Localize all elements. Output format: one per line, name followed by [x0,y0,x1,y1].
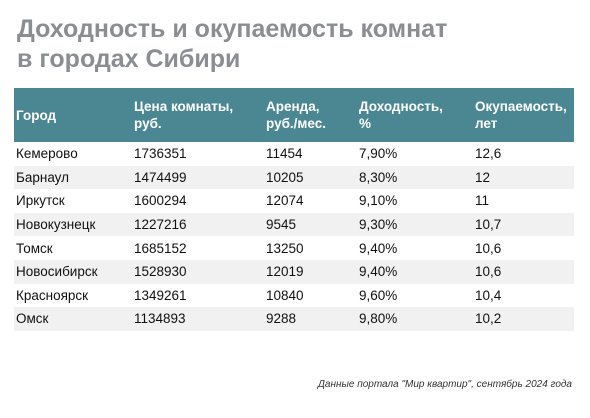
payback-cell: 12,6 [475,146,502,162]
city-cell: Новосибирск [16,264,98,280]
header-text: Доходность, [359,99,443,114]
yield-cell: 8,30% [359,169,398,185]
yield-cell: 9,30% [359,217,398,233]
yield-cell: 9,60% [359,287,398,303]
room-price-cell: 1600294 [134,193,187,209]
city-cell: Новокузнецк [16,217,96,233]
city-cell: Барнаул [16,169,70,185]
room-price-cell: 1685152 [134,240,187,256]
header-rent: Аренда, руб./мес. [264,88,357,142]
rent-cell: 12074 [266,193,304,209]
room-price-cell: 1349261 [134,287,187,303]
table-row: Томск 1685152 13250 9,40% 10,6 [14,236,574,260]
rent-cell: 10205 [266,169,304,185]
source-note: Данные портала "Мир квартир", сентябрь 2… [317,379,572,390]
table-row: Кемерово 1736351 11454 7,90% 12,6 [14,142,574,166]
city-cell: Иркутск [16,193,65,209]
room-price-cell: 1134893 [134,311,186,327]
table-row: Иркутск 1600294 12074 9,10% 11 [14,189,574,213]
city-cell: Кемерово [16,146,78,162]
room-price-cell: 1528930 [134,264,187,280]
header-text: руб. [134,116,162,131]
city-cell: Красноярск [16,287,89,303]
payback-cell: 10,2 [475,311,502,327]
table-header-row: Город Цена комнаты, руб. Аренда, руб./мес. До… [14,88,574,142]
rent-cell: 10840 [266,287,304,303]
table-row: Новокузнецк 1227216 9545 9,30% 10,7 [14,212,574,237]
payback-cell: 10,6 [475,264,502,280]
yield-cell: 7,90% [359,146,398,162]
payback-cell: 10,6 [475,240,502,256]
data-table: Город Цена комнаты, руб. Аренда, руб./мес. До… [14,88,574,331]
header-yield: Доходность,% [357,88,473,142]
payback-cell: 12 [475,169,491,185]
yield-cell: 9,80% [359,311,398,327]
table-row: Барнаул 1474499 10205 8,30% 12 [14,165,574,190]
room-price-cell: 1474499 [134,169,187,185]
room-price-cell: 1227216 [134,217,187,233]
page-title: Доходность и окупаемость комнат в города… [17,14,577,74]
header-city: Город [14,88,132,142]
header-text: Аренда, [266,99,320,114]
table-header: Город Цена комнаты, руб. Аренда, руб./мес. До… [14,88,574,142]
table-row: Омск 1134893 9288 9,80% 10,2 [14,307,574,331]
table-row: Новосибирск 1528930 12019 9,40% 10,6 [14,259,574,284]
header-text: лет [475,116,498,131]
header-payback: Окупаемость, лет [473,88,574,142]
city-cell: Омск [16,311,49,327]
yield-cell: 9,10% [359,193,398,209]
rent-cell: 9545 [266,217,297,233]
rent-cell: 12019 [266,264,304,280]
payback-cell: 10,4 [475,287,502,303]
table-body: Кемерово 1736351 11454 7,90% 12,6 Барнаул 1474… [14,142,574,331]
header-text: руб./мес. [266,116,326,131]
header-text: Город [16,107,57,123]
rent-cell: 11454 [266,146,303,162]
city-cell: Томск [16,240,53,256]
rent-cell: 9288 [266,311,297,327]
header-text: Цена комнаты, [134,99,234,114]
yield-cell: 9,40% [359,264,398,280]
payback-cell: 11 [475,193,490,209]
page-title-line-1: Доходность и окупаемость комнат [17,15,448,43]
payback-cell: 10,7 [475,217,502,233]
yield-cell: 9,40% [359,240,398,256]
header-text: Окупаемость, [475,99,567,114]
page-title-line-2: в городах Сибири [17,45,241,73]
room-price-cell: 1736351 [134,146,187,162]
table-row: Красноярск 1349261 10840 9,60% 10,4 [14,284,574,308]
header-text: % [359,116,372,131]
rent-cell: 13250 [266,240,304,256]
header-room-price: Цена комнаты, руб. [132,88,264,142]
